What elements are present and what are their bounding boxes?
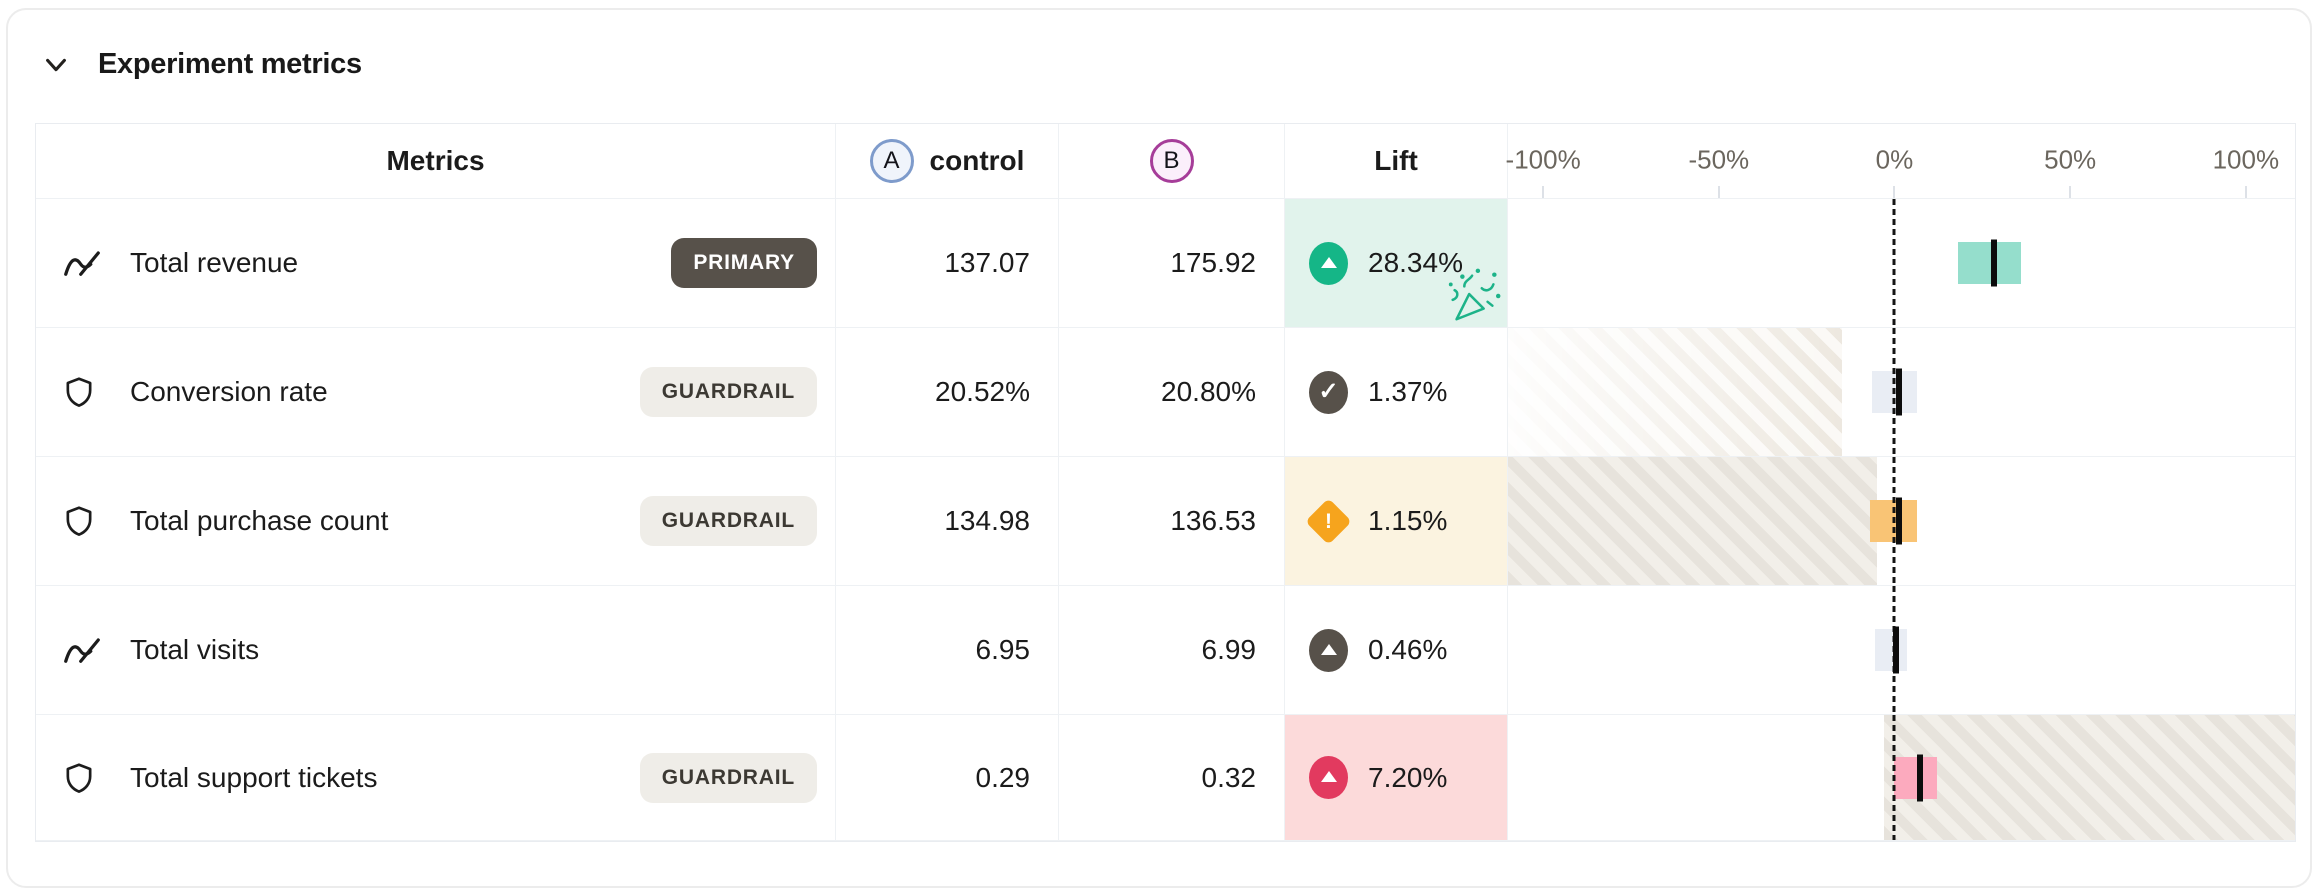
confetti-icon bbox=[1443, 265, 1505, 327]
metric-row[interactable]: Total visits 6.95 6.99 0.46% bbox=[36, 585, 2295, 714]
lift-cell: ! 1.15% bbox=[1285, 457, 1508, 585]
lift-chart-cell bbox=[1508, 328, 2295, 456]
experiment-metrics-card: Experiment metrics Metrics A control B L… bbox=[6, 8, 2312, 888]
zero-baseline bbox=[1892, 715, 1896, 840]
guardrail-threshold-zone bbox=[1508, 457, 1877, 585]
variant-b-value: 6.99 bbox=[1059, 586, 1285, 714]
chevron-down-icon[interactable] bbox=[40, 49, 72, 81]
table-header-row: Metrics A control B Lift -100% -50% 0% 50% 1… bbox=[36, 124, 2295, 198]
trend-line-icon bbox=[62, 246, 104, 280]
shield-icon bbox=[62, 503, 104, 539]
col-header-control-label: control bbox=[929, 145, 1025, 176]
metric-name: Total support tickets bbox=[130, 761, 378, 793]
section-header: Experiment metrics bbox=[40, 48, 362, 81]
axis-tick-mark bbox=[2244, 186, 2247, 198]
zero-baseline bbox=[1892, 457, 1896, 585]
col-header-control: A control bbox=[836, 124, 1059, 198]
lift-cell: ✓ 1.37% bbox=[1285, 328, 1508, 456]
zero-baseline bbox=[1892, 328, 1896, 456]
variant-b-value: 136.53 bbox=[1059, 457, 1285, 585]
arrow-up-icon bbox=[1309, 756, 1348, 799]
control-value: 0.29 bbox=[836, 715, 1059, 840]
metric-name: Total visits bbox=[130, 634, 260, 665]
lift-value: 7.20% bbox=[1368, 761, 1448, 793]
metric-badge-guardrail: GUARDRAIL bbox=[639, 496, 817, 546]
variant-b-value: 0.32 bbox=[1059, 715, 1285, 840]
metric-badge-guardrail: GUARDRAIL bbox=[639, 367, 817, 417]
axis-tick-label: 100% bbox=[2212, 144, 2280, 175]
table-body: Total revenue PRIMARY 137.07 175.92 28.34% Co… bbox=[36, 198, 2295, 841]
point-estimate-marker bbox=[1991, 239, 1998, 287]
axis-tick-mark bbox=[2069, 186, 2072, 198]
variant-b-value: 175.92 bbox=[1059, 199, 1285, 327]
guardrail-threshold-zone bbox=[1508, 328, 1842, 456]
metric-name: Conversion rate bbox=[130, 376, 328, 407]
axis-tick-label: -100% bbox=[1505, 144, 1581, 175]
shield-icon bbox=[62, 374, 104, 410]
lift-cell: 0.46% bbox=[1285, 586, 1508, 714]
variant-b-value: 20.80% bbox=[1059, 328, 1285, 456]
axis-tick-label: 50% bbox=[2044, 144, 2097, 175]
arrow-up-icon bbox=[1309, 241, 1348, 285]
point-estimate-marker bbox=[1896, 368, 1903, 416]
metric-row[interactable]: Total support tickets GUARDRAIL 0.29 0.32 7.… bbox=[36, 714, 2295, 841]
lift-cell: 28.34% bbox=[1285, 199, 1508, 327]
metrics-table: Metrics A control B Lift -100% -50% 0% 50% 1… bbox=[35, 123, 2296, 842]
col-header-lift-axis: -100% -50% 0% 50% 100% bbox=[1505, 124, 2295, 198]
guardrail-threshold-zone bbox=[1883, 715, 2295, 840]
control-value: 137.07 bbox=[836, 199, 1059, 327]
col-header-lift: Lift bbox=[1285, 124, 1508, 198]
metric-name: Total purchase count bbox=[130, 505, 389, 536]
shield-icon bbox=[62, 760, 104, 796]
arrow-up-icon bbox=[1309, 628, 1348, 672]
lift-chart-cell bbox=[1508, 457, 2295, 585]
axis-tick-mark bbox=[1893, 186, 1896, 198]
lift-value: 28.34% bbox=[1368, 247, 1463, 278]
metric-row[interactable]: Total revenue PRIMARY 137.07 175.92 28.34% bbox=[36, 198, 2295, 327]
control-value: 134.98 bbox=[836, 457, 1059, 585]
point-estimate-marker bbox=[1916, 754, 1923, 801]
axis-tick-mark bbox=[1542, 186, 1545, 198]
lift-chart-cell bbox=[1508, 586, 2295, 714]
metric-row[interactable]: Total purchase count GUARDRAIL 134.98 136.5… bbox=[36, 456, 2295, 585]
confidence-interval-bar bbox=[1894, 756, 1937, 799]
col-header-variant-b: B bbox=[1059, 124, 1285, 198]
confidence-interval-bar bbox=[1957, 242, 2021, 284]
trend-line-icon bbox=[62, 633, 104, 667]
metric-cell: Total revenue PRIMARY bbox=[36, 199, 836, 327]
metric-name: Total revenue bbox=[130, 247, 299, 278]
metric-cell: Total visits bbox=[36, 586, 836, 714]
lift-cell: 7.20% bbox=[1285, 715, 1508, 840]
zero-baseline bbox=[1892, 199, 1896, 327]
check-icon: ✓ bbox=[1309, 370, 1348, 414]
metric-cell: Conversion rate GUARDRAIL bbox=[36, 328, 836, 456]
section-title: Experiment metrics bbox=[98, 48, 362, 80]
lift-chart-cell bbox=[1508, 715, 2295, 840]
warning-diamond-icon: ! bbox=[1305, 497, 1352, 545]
variant-b-badge: B bbox=[1149, 139, 1194, 183]
point-estimate-marker bbox=[1895, 497, 1902, 545]
point-estimate-marker bbox=[1893, 626, 1900, 674]
axis-tick-label: 0% bbox=[1875, 144, 1914, 175]
metric-row[interactable]: Conversion rate GUARDRAIL 20.52% 20.80% ✓ 1.3… bbox=[36, 327, 2295, 456]
confidence-interval-bar bbox=[1875, 629, 1907, 671]
lift-value: 0.46% bbox=[1368, 634, 1448, 665]
lift-value: 1.15% bbox=[1368, 505, 1448, 536]
control-value: 6.95 bbox=[836, 586, 1059, 714]
metric-cell: Total support tickets GUARDRAIL bbox=[36, 715, 836, 840]
lift-chart-cell bbox=[1508, 199, 2295, 327]
lift-value: 1.37% bbox=[1368, 376, 1448, 407]
axis-tick-mark bbox=[1717, 186, 1720, 198]
metric-cell: Total purchase count GUARDRAIL bbox=[36, 457, 836, 585]
control-value: 20.52% bbox=[836, 328, 1059, 456]
variant-a-badge: A bbox=[869, 139, 914, 183]
col-header-metrics: Metrics bbox=[36, 124, 836, 198]
axis-tick-label: -50% bbox=[1688, 144, 1750, 175]
metric-badge-guardrail: GUARDRAIL bbox=[639, 752, 817, 803]
metric-badge-primary: PRIMARY bbox=[671, 238, 817, 288]
